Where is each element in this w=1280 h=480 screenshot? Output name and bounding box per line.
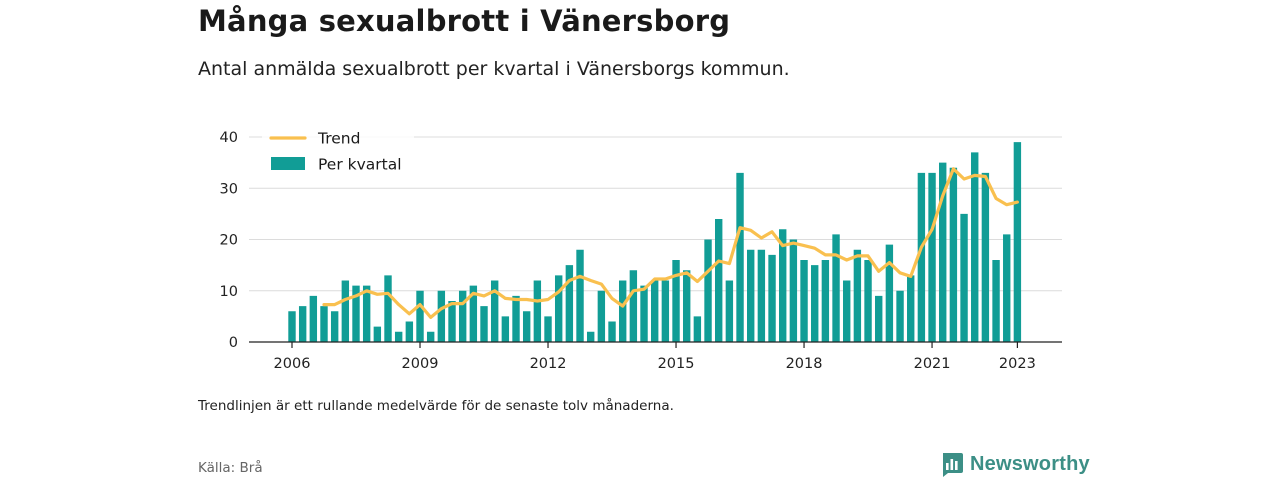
brand-name: Newsworthy (970, 452, 1090, 475)
chart-title: Många sexualbrott i Vänersborg (198, 4, 731, 38)
bar (992, 260, 1000, 342)
bar (736, 172, 744, 342)
bar (715, 219, 723, 342)
bar (640, 285, 648, 342)
bar (448, 301, 456, 342)
y-tick-label: 20 (220, 233, 238, 249)
x-tick-label: 2006 (274, 356, 311, 372)
bar (512, 295, 520, 342)
bar (800, 260, 808, 342)
bar (309, 295, 318, 342)
bar (672, 260, 680, 342)
bar (597, 290, 606, 342)
bar (928, 172, 936, 342)
bar (586, 331, 595, 342)
bar (811, 265, 819, 342)
bar (907, 275, 915, 342)
bar (405, 321, 414, 342)
x-tick-label: 2018 (786, 356, 823, 372)
bar (469, 285, 478, 342)
bar (917, 172, 926, 342)
chart-area: 0 10 20 30 40 2006 2009 2012 2015 2018 2021 2023 Tr… (220, 128, 1062, 372)
legend: Trend Per kvartal (262, 128, 414, 176)
legend-bar-swatch (271, 157, 305, 170)
bar (288, 311, 296, 342)
bar (853, 249, 862, 342)
legend-label: Trend (317, 130, 360, 148)
bar (939, 162, 947, 342)
bar (832, 234, 840, 342)
bar (1003, 234, 1011, 342)
bar (373, 326, 382, 342)
bar (843, 280, 851, 342)
bar (650, 280, 659, 342)
bar (789, 239, 798, 342)
bar (608, 321, 616, 342)
bar (864, 260, 872, 342)
bar (394, 331, 403, 342)
bar (981, 172, 990, 342)
chart-subtitle: Antal anmälda sexualbrott per kvartal i … (198, 58, 790, 80)
bar (693, 316, 702, 342)
bar (768, 254, 776, 342)
bar-series (288, 142, 1022, 342)
bar (747, 249, 755, 342)
bar (661, 280, 670, 342)
newsworthy-logo-icon (943, 453, 963, 477)
x-tick-label: 2015 (658, 356, 695, 372)
bar (330, 311, 339, 342)
footnote: Trendlinjen är ett rullande medelvärde f… (198, 398, 674, 414)
bar (757, 249, 766, 342)
legend-label: Per kvartal (318, 156, 402, 174)
bar (821, 260, 830, 342)
trend-series (322, 167, 1019, 319)
bar (725, 280, 734, 342)
bar (949, 167, 958, 342)
axes: 0 10 20 30 40 2006 2009 2012 2015 2018 2021 2023 (220, 130, 1062, 372)
bar (971, 152, 979, 342)
y-tick-label: 10 (220, 284, 238, 300)
bar (458, 290, 467, 342)
bar (522, 311, 531, 342)
bar (341, 280, 350, 342)
bar (618, 280, 627, 342)
bar (896, 290, 904, 342)
bar (704, 239, 712, 342)
bar (565, 265, 574, 342)
bar (426, 331, 435, 342)
bar (490, 280, 499, 342)
y-tick-label: 0 (229, 335, 238, 351)
bar (416, 290, 424, 342)
bar (384, 275, 392, 342)
bar (362, 285, 371, 342)
bar (501, 316, 510, 342)
bar (682, 270, 691, 342)
x-tick-label: 2012 (530, 356, 567, 372)
bar (875, 295, 883, 342)
y-tick-label: 30 (220, 181, 238, 197)
bar (629, 270, 638, 342)
bar (352, 285, 360, 342)
trend-line (322, 167, 1019, 319)
bar (779, 229, 787, 342)
bar (554, 275, 563, 342)
source-text: Källa: Brå (198, 460, 263, 476)
bar (885, 244, 894, 342)
bar (1013, 142, 1022, 342)
bar (544, 316, 552, 342)
bar (320, 306, 328, 342)
x-tick-label: 2009 (402, 356, 439, 372)
y-tick-label: 40 (220, 130, 238, 146)
x-tick-label: 2023 (999, 356, 1036, 372)
x-tick-label: 2021 (914, 356, 951, 372)
bar (576, 249, 584, 342)
bar (960, 213, 968, 342)
bar (437, 290, 446, 342)
newsworthy-brand[interactable]: Newsworthy (940, 451, 1090, 477)
bar (480, 306, 488, 342)
bar (533, 280, 542, 342)
bar (298, 306, 307, 342)
